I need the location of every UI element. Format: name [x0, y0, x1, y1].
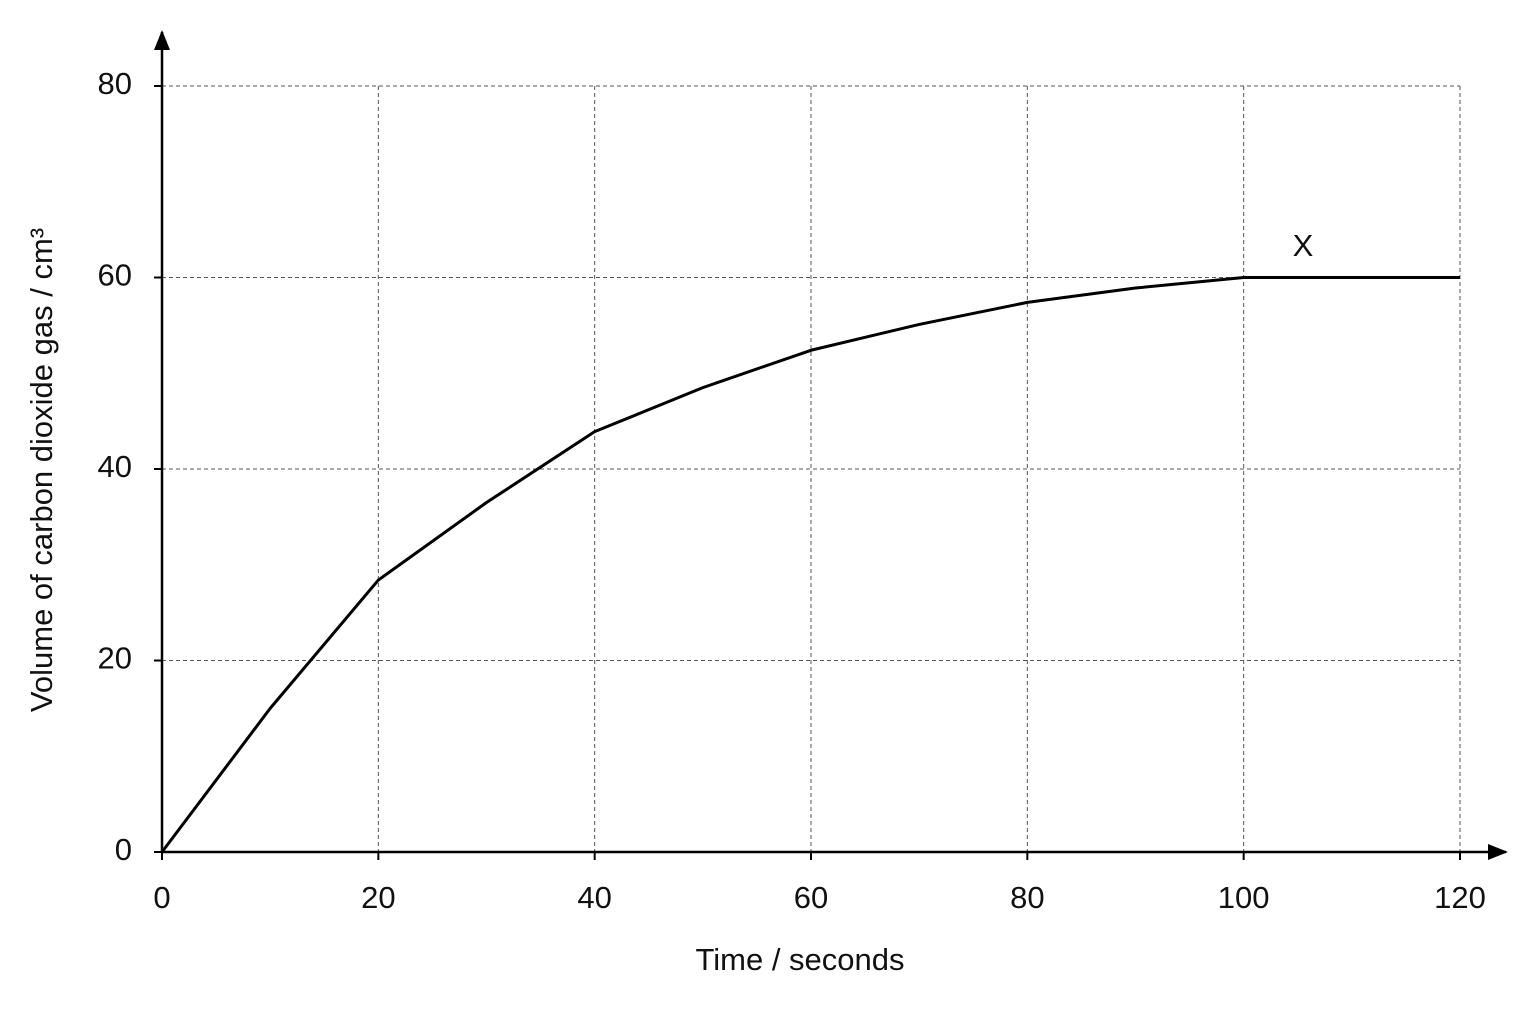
x-axis-label: Time / seconds [695, 942, 904, 977]
y-tick-label: 0 [115, 832, 132, 867]
x-tick-label: 0 [153, 880, 170, 915]
x-tick-label: 20 [361, 880, 395, 915]
x-tick-label: 100 [1218, 880, 1270, 915]
y-tick-label: 80 [98, 66, 132, 101]
y-axis-label: Volume of carbon dioxide gas / cm³ [24, 228, 59, 712]
y-tick-label: 60 [98, 258, 132, 293]
x-tick-label: 60 [794, 880, 828, 915]
x-tick-label: 80 [1010, 880, 1044, 915]
y-tick-label: 20 [98, 641, 132, 676]
annotation: X [1293, 228, 1314, 263]
x-tick-label: 40 [577, 880, 611, 915]
y-tick-label: 40 [98, 449, 132, 484]
data-line [160, 276, 1460, 853]
x-tick-label: 120 [1434, 880, 1486, 915]
